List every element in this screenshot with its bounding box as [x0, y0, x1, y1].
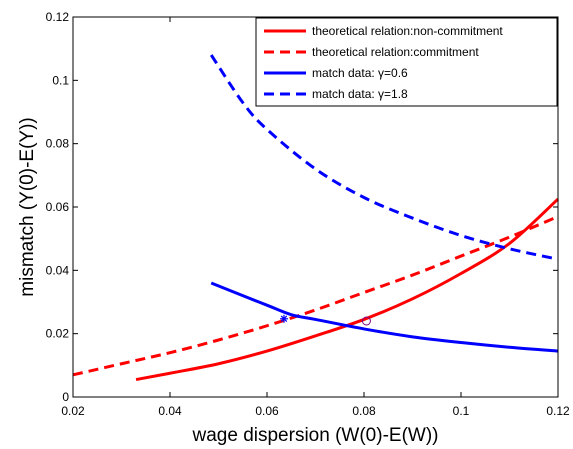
y-tick-label: 0.12 [46, 10, 70, 24]
x-tick-label: 0.02 [61, 404, 85, 418]
x-tick-label: 0.08 [352, 404, 376, 418]
y-axis-label: mismatch (Y(0)-E(Y)) [17, 117, 38, 296]
x-tick-label: 0.1 [453, 404, 470, 418]
y-tick-label: 0.1 [52, 73, 69, 87]
series-layer [72, 54, 560, 382]
x-tick-label: 0.04 [158, 404, 182, 418]
legend: theoretical relation:non-commitment theor… [255, 17, 558, 107]
tick-layer: 0.02 0.04 0.06 0.08 0.1 0.1200.020.040.060.08… [46, 10, 570, 418]
circle-marker [361, 316, 371, 326]
series-line-2 [72, 215, 559, 377]
y-tick-label: 0.04 [46, 263, 70, 277]
y-tick-label: 0.02 [46, 327, 70, 341]
series-line-4 [209, 54, 559, 261]
x-tick-label: 0.06 [255, 404, 279, 418]
legend-items: theoretical relation:non-commitment theor… [264, 24, 503, 101]
series-line-1 [135, 197, 560, 382]
y-tick-label: 0.06 [46, 200, 70, 214]
x-axis-label: wage dispersion (W(0)-E(W)) [192, 425, 439, 446]
legend-label: match data: γ=1.8 [312, 87, 408, 101]
y-tick-label: 0 [62, 390, 69, 404]
legend-label: theoretical relation:non-commitment [312, 24, 503, 38]
legend-label: theoretical relation:commitment [312, 45, 479, 59]
series-line-3 [210, 281, 559, 353]
legend-label: match data: γ=0.6 [312, 66, 408, 80]
legend-box [255, 17, 558, 107]
marker-layer [279, 314, 371, 326]
x-tick-label: 0.12 [546, 404, 570, 418]
star-marker [279, 314, 288, 323]
y-tick-label: 0.08 [46, 137, 70, 151]
